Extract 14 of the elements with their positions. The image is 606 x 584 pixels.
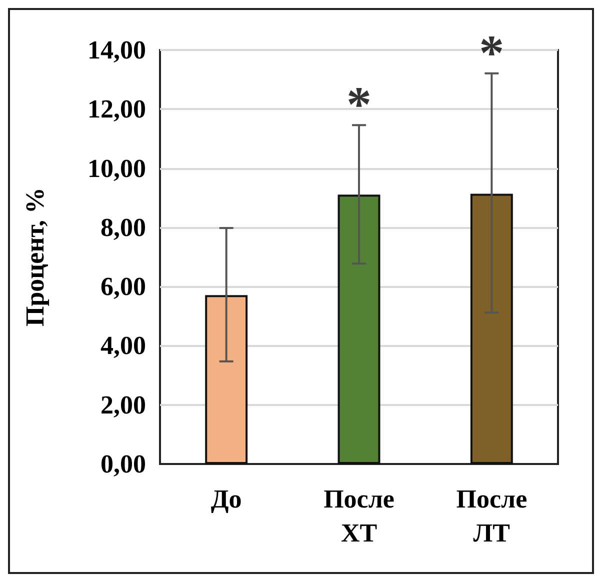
y-tick-label: 2,00: [100, 390, 146, 420]
y-axis-title: Процент, %: [20, 187, 50, 327]
y-tick-label: 0,00: [100, 450, 146, 478]
y-tick-label: 8,00: [100, 212, 146, 242]
y-tick-label: 4,00: [100, 331, 146, 360]
y-tick-label: 12,00: [88, 94, 146, 124]
x-tick-label: До: [210, 484, 242, 514]
annotation: *: [346, 76, 372, 132]
y-tick-label: 6,00: [100, 272, 146, 302]
y-tick-label: 10,00: [88, 154, 146, 183]
x-tick-label: После ХТ: [324, 484, 394, 548]
x-tick-label: После ЛТ: [456, 484, 528, 548]
annotation: *: [479, 24, 504, 80]
y-tick-label: 14,00: [88, 36, 146, 64]
